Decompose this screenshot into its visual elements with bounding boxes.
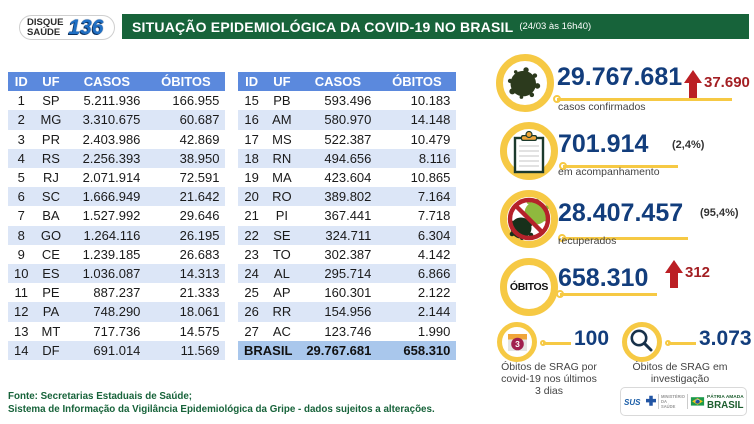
svg-text:SUS: SUS [624,397,641,406]
svg-text:3: 3 [515,339,520,349]
